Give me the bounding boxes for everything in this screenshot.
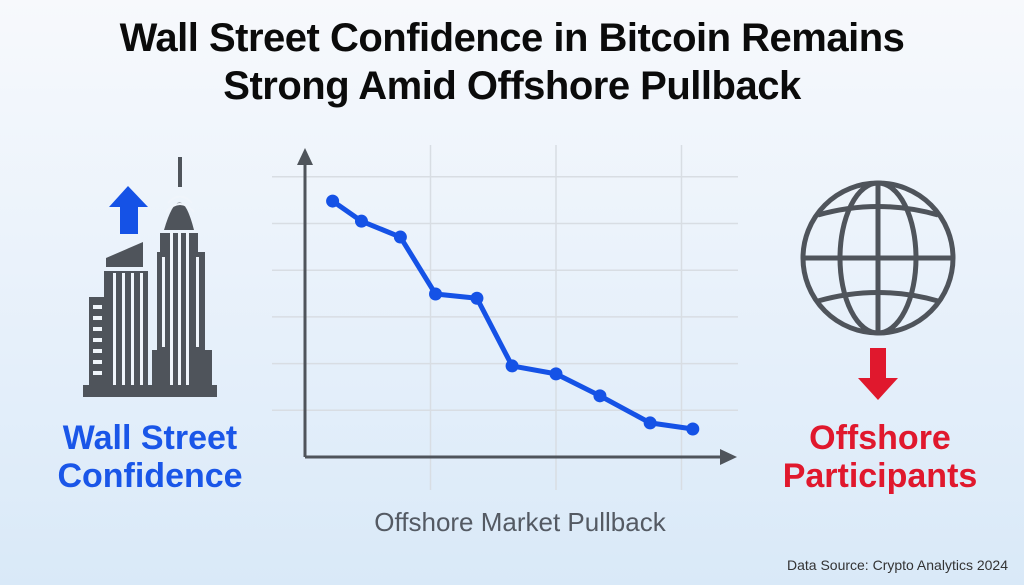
y-axis-arrow <box>297 148 313 165</box>
line-chart <box>272 145 738 490</box>
data-point <box>505 359 519 373</box>
data-point <box>354 214 368 228</box>
data-source: Data Source: Crypto Analytics 2024 <box>786 557 1008 573</box>
wall-street-confidence-label: Wall Street Confidence <box>30 419 270 495</box>
x-axis-label: Offshore Market Pullback <box>374 507 666 537</box>
page-title: Wall Street Confidence in Bitcoin Remain… <box>0 14 1024 110</box>
offshore-participants-label: Offshore Participants <box>760 419 1000 495</box>
data-point <box>326 194 340 208</box>
wall-label-line-1: Wall Street <box>62 419 238 457</box>
series-line <box>331 199 694 432</box>
offshore-label-line-2: Participants <box>782 457 978 495</box>
globe-icon <box>800 180 956 336</box>
arrow-down-icon <box>858 348 898 400</box>
data-point <box>643 416 657 430</box>
arrow-up-icon <box>109 186 148 234</box>
wall-label-line-2: Confidence <box>57 457 243 495</box>
skyscraper-icon <box>83 157 217 397</box>
title-line-1: Wall Street Confidence in Bitcoin Remain… <box>119 16 905 60</box>
data-point <box>393 230 407 244</box>
title-line-2: Strong Amid Offshore Pullback <box>223 64 801 108</box>
data-point <box>470 291 484 305</box>
data-point <box>593 389 607 403</box>
data-point <box>429 287 443 301</box>
data-point <box>686 422 700 436</box>
x-axis-arrow <box>720 449 737 465</box>
data-point <box>549 367 563 381</box>
offshore-label-line-1: Offshore <box>809 419 951 457</box>
